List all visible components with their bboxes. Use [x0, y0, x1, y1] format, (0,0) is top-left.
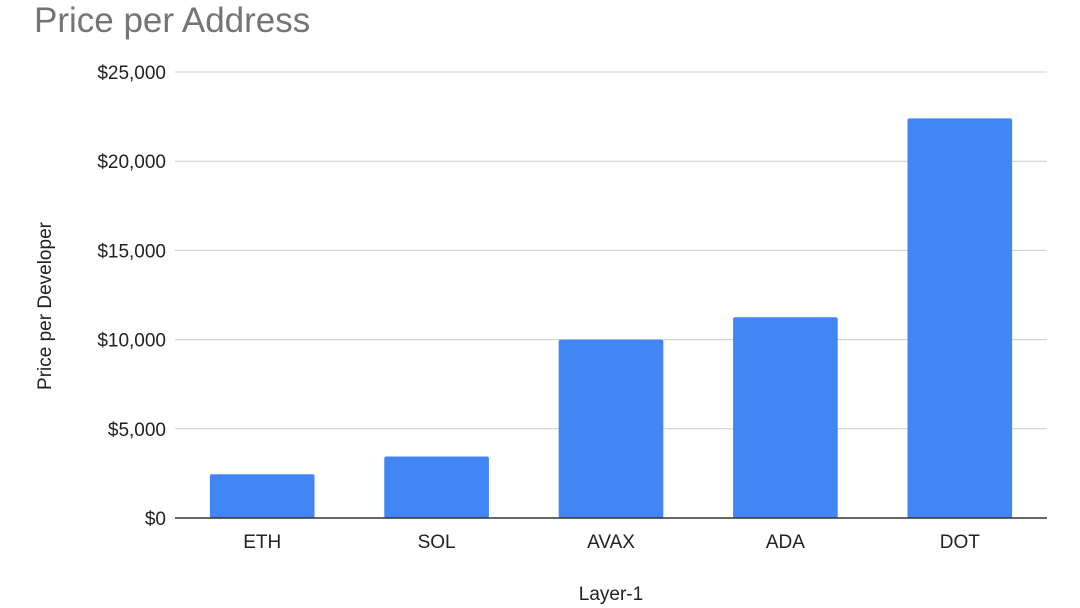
- x-tick-label: ADA: [766, 532, 805, 553]
- y-tick-label: $0: [145, 509, 166, 530]
- bar-dot: [907, 118, 1013, 518]
- y-axis-tick-labels: $0 $5,000 $10,000 $15,000 $20,000 $25,000: [97, 63, 166, 530]
- bar-avax: [558, 339, 664, 518]
- gridlines: [175, 71, 1047, 430]
- x-tick-label: SOL: [418, 532, 456, 553]
- y-tick-label: $15,000: [97, 241, 166, 262]
- x-axis-tick-labels: ETH SOL AVAX ADA DOT: [243, 532, 980, 553]
- chart-title: Price per Address: [34, 1, 310, 40]
- x-tick-label: ETH: [243, 532, 281, 553]
- y-tick-label: $20,000: [97, 152, 166, 173]
- y-axis-title: Price per Developer: [35, 221, 56, 390]
- bar-eth: [209, 474, 315, 518]
- x-axis-title: Layer-1: [579, 584, 643, 605]
- x-tick-label: AVAX: [587, 532, 635, 553]
- y-tick-label: $5,000: [108, 420, 166, 441]
- y-tick-label: $10,000: [97, 331, 166, 352]
- bar-ada: [733, 317, 838, 518]
- bar-sol: [384, 456, 489, 518]
- bars: [209, 118, 1013, 518]
- x-tick-label: DOT: [940, 532, 981, 553]
- y-tick-label: $25,000: [97, 63, 166, 84]
